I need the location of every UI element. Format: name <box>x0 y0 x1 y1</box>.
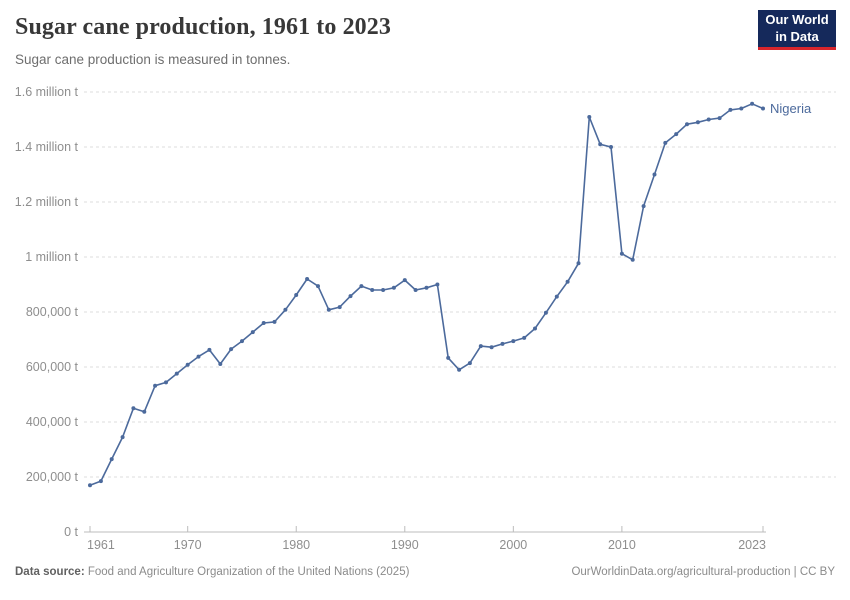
data-point[interactable] <box>695 120 700 125</box>
data-point[interactable] <box>370 288 375 292</box>
data-point[interactable] <box>467 361 472 366</box>
data-point[interactable] <box>240 339 244 344</box>
data-point[interactable] <box>685 122 689 127</box>
y-tick-label: 0 t <box>64 525 78 539</box>
data-point[interactable] <box>641 204 646 209</box>
data-point[interactable] <box>164 380 168 385</box>
data-point[interactable] <box>142 409 147 414</box>
data-point[interactable] <box>457 367 462 372</box>
data-point[interactable] <box>446 355 451 360</box>
data-point[interactable] <box>424 285 429 290</box>
data-point[interactable] <box>174 371 179 376</box>
data-point[interactable] <box>229 347 234 352</box>
chart-subtitle: Sugar cane production is measured in ton… <box>15 52 291 67</box>
data-point[interactable] <box>88 483 92 488</box>
data-point[interactable] <box>728 107 733 112</box>
data-point[interactable] <box>337 305 342 310</box>
data-point[interactable] <box>391 285 396 290</box>
data-point[interactable] <box>272 319 277 324</box>
data-point[interactable] <box>109 457 114 462</box>
data-point[interactable] <box>674 132 679 137</box>
data-point[interactable] <box>294 293 299 297</box>
data-point[interactable] <box>522 335 527 340</box>
data-source-label: Data source: <box>15 566 85 578</box>
data-point[interactable] <box>250 330 255 335</box>
x-tick-label: 1970 <box>174 538 202 552</box>
data-point[interactable] <box>402 278 407 283</box>
data-point[interactable] <box>131 406 136 411</box>
data-point[interactable] <box>413 288 418 292</box>
x-tick-label: 2023 <box>738 538 766 552</box>
nigeria-series[interactable] <box>88 101 765 488</box>
x-tick-label: 1980 <box>282 538 310 552</box>
data-point[interactable] <box>543 310 548 315</box>
data-point[interactable] <box>609 145 613 149</box>
x-axis: 1961 1970 1980 1990 2000 2010 2023 <box>84 526 766 552</box>
data-point[interactable] <box>326 307 331 312</box>
owid-logo[interactable]: Our World in Data <box>758 10 836 50</box>
data-point[interactable] <box>511 339 516 344</box>
y-tick-label: 800,000 t <box>26 305 79 319</box>
gridlines: 0 t 200,000 t 400,000 t 600,000 t 800,000 t 1… <box>15 85 836 539</box>
x-tick-label: 1961 <box>87 538 115 552</box>
y-tick-label: 1.4 million t <box>15 140 79 154</box>
chart-footer: Data source: Food and Agriculture Organi… <box>15 566 835 578</box>
data-point[interactable] <box>565 279 570 284</box>
x-tick-label: 2000 <box>499 538 527 552</box>
data-point[interactable] <box>305 277 310 281</box>
y-tick-label: 1.2 million t <box>15 195 79 209</box>
page-title: Sugar cane production, 1961 to 2023 <box>15 14 391 40</box>
data-point[interactable] <box>652 172 657 177</box>
data-point[interactable] <box>500 341 505 346</box>
y-tick-label: 1.6 million t <box>15 85 79 99</box>
data-line[interactable] <box>89 103 764 487</box>
data-point[interactable] <box>261 321 266 325</box>
data-point[interactable] <box>196 354 201 359</box>
series-label-nigeria[interactable]: Nigeria <box>770 100 812 116</box>
owid-logo-line1: Our World <box>765 12 829 28</box>
data-point[interactable] <box>533 326 537 331</box>
data-point[interactable] <box>185 362 190 367</box>
data-point[interactable] <box>587 115 592 119</box>
data-point[interactable] <box>381 288 386 292</box>
y-tick-label: 200,000 t <box>26 470 79 484</box>
y-tick-label: 600,000 t <box>26 360 79 374</box>
data-point[interactable] <box>554 294 559 299</box>
data-point[interactable] <box>706 117 711 122</box>
data-point[interactable] <box>120 435 125 440</box>
data-point[interactable] <box>153 383 158 388</box>
data-point[interactable] <box>750 101 755 106</box>
data-point[interactable] <box>619 251 624 256</box>
data-point[interactable] <box>218 362 223 366</box>
data-point[interactable] <box>630 257 635 262</box>
data-point[interactable] <box>598 142 603 147</box>
data-source-value: Food and Agriculture Organization of the… <box>84 566 410 578</box>
owid-logo-line2: in Data <box>775 28 819 44</box>
y-tick-label: 400,000 t <box>26 415 79 429</box>
data-point[interactable] <box>283 307 288 312</box>
data-point[interactable] <box>576 261 581 266</box>
data-source-text: Data source: Food and Agriculture Organi… <box>15 566 409 578</box>
data-point[interactable] <box>316 284 320 289</box>
data-point[interactable] <box>739 106 744 111</box>
x-tick-label: 2010 <box>608 538 636 552</box>
y-tick-label: 1 million t <box>25 250 78 264</box>
data-point[interactable] <box>207 347 212 352</box>
data-point[interactable] <box>98 479 103 484</box>
data-point[interactable] <box>717 116 722 121</box>
data-point[interactable] <box>359 284 364 289</box>
data-point[interactable] <box>478 344 483 349</box>
owid-url-link[interactable]: OurWorldinData.org/agricultural-producti… <box>571 566 835 578</box>
data-point[interactable] <box>435 282 440 287</box>
x-tick-label: 1990 <box>391 538 419 552</box>
data-point[interactable] <box>489 345 494 350</box>
data-point[interactable] <box>663 140 668 145</box>
data-point[interactable] <box>348 294 353 299</box>
data-point[interactable] <box>761 106 765 111</box>
